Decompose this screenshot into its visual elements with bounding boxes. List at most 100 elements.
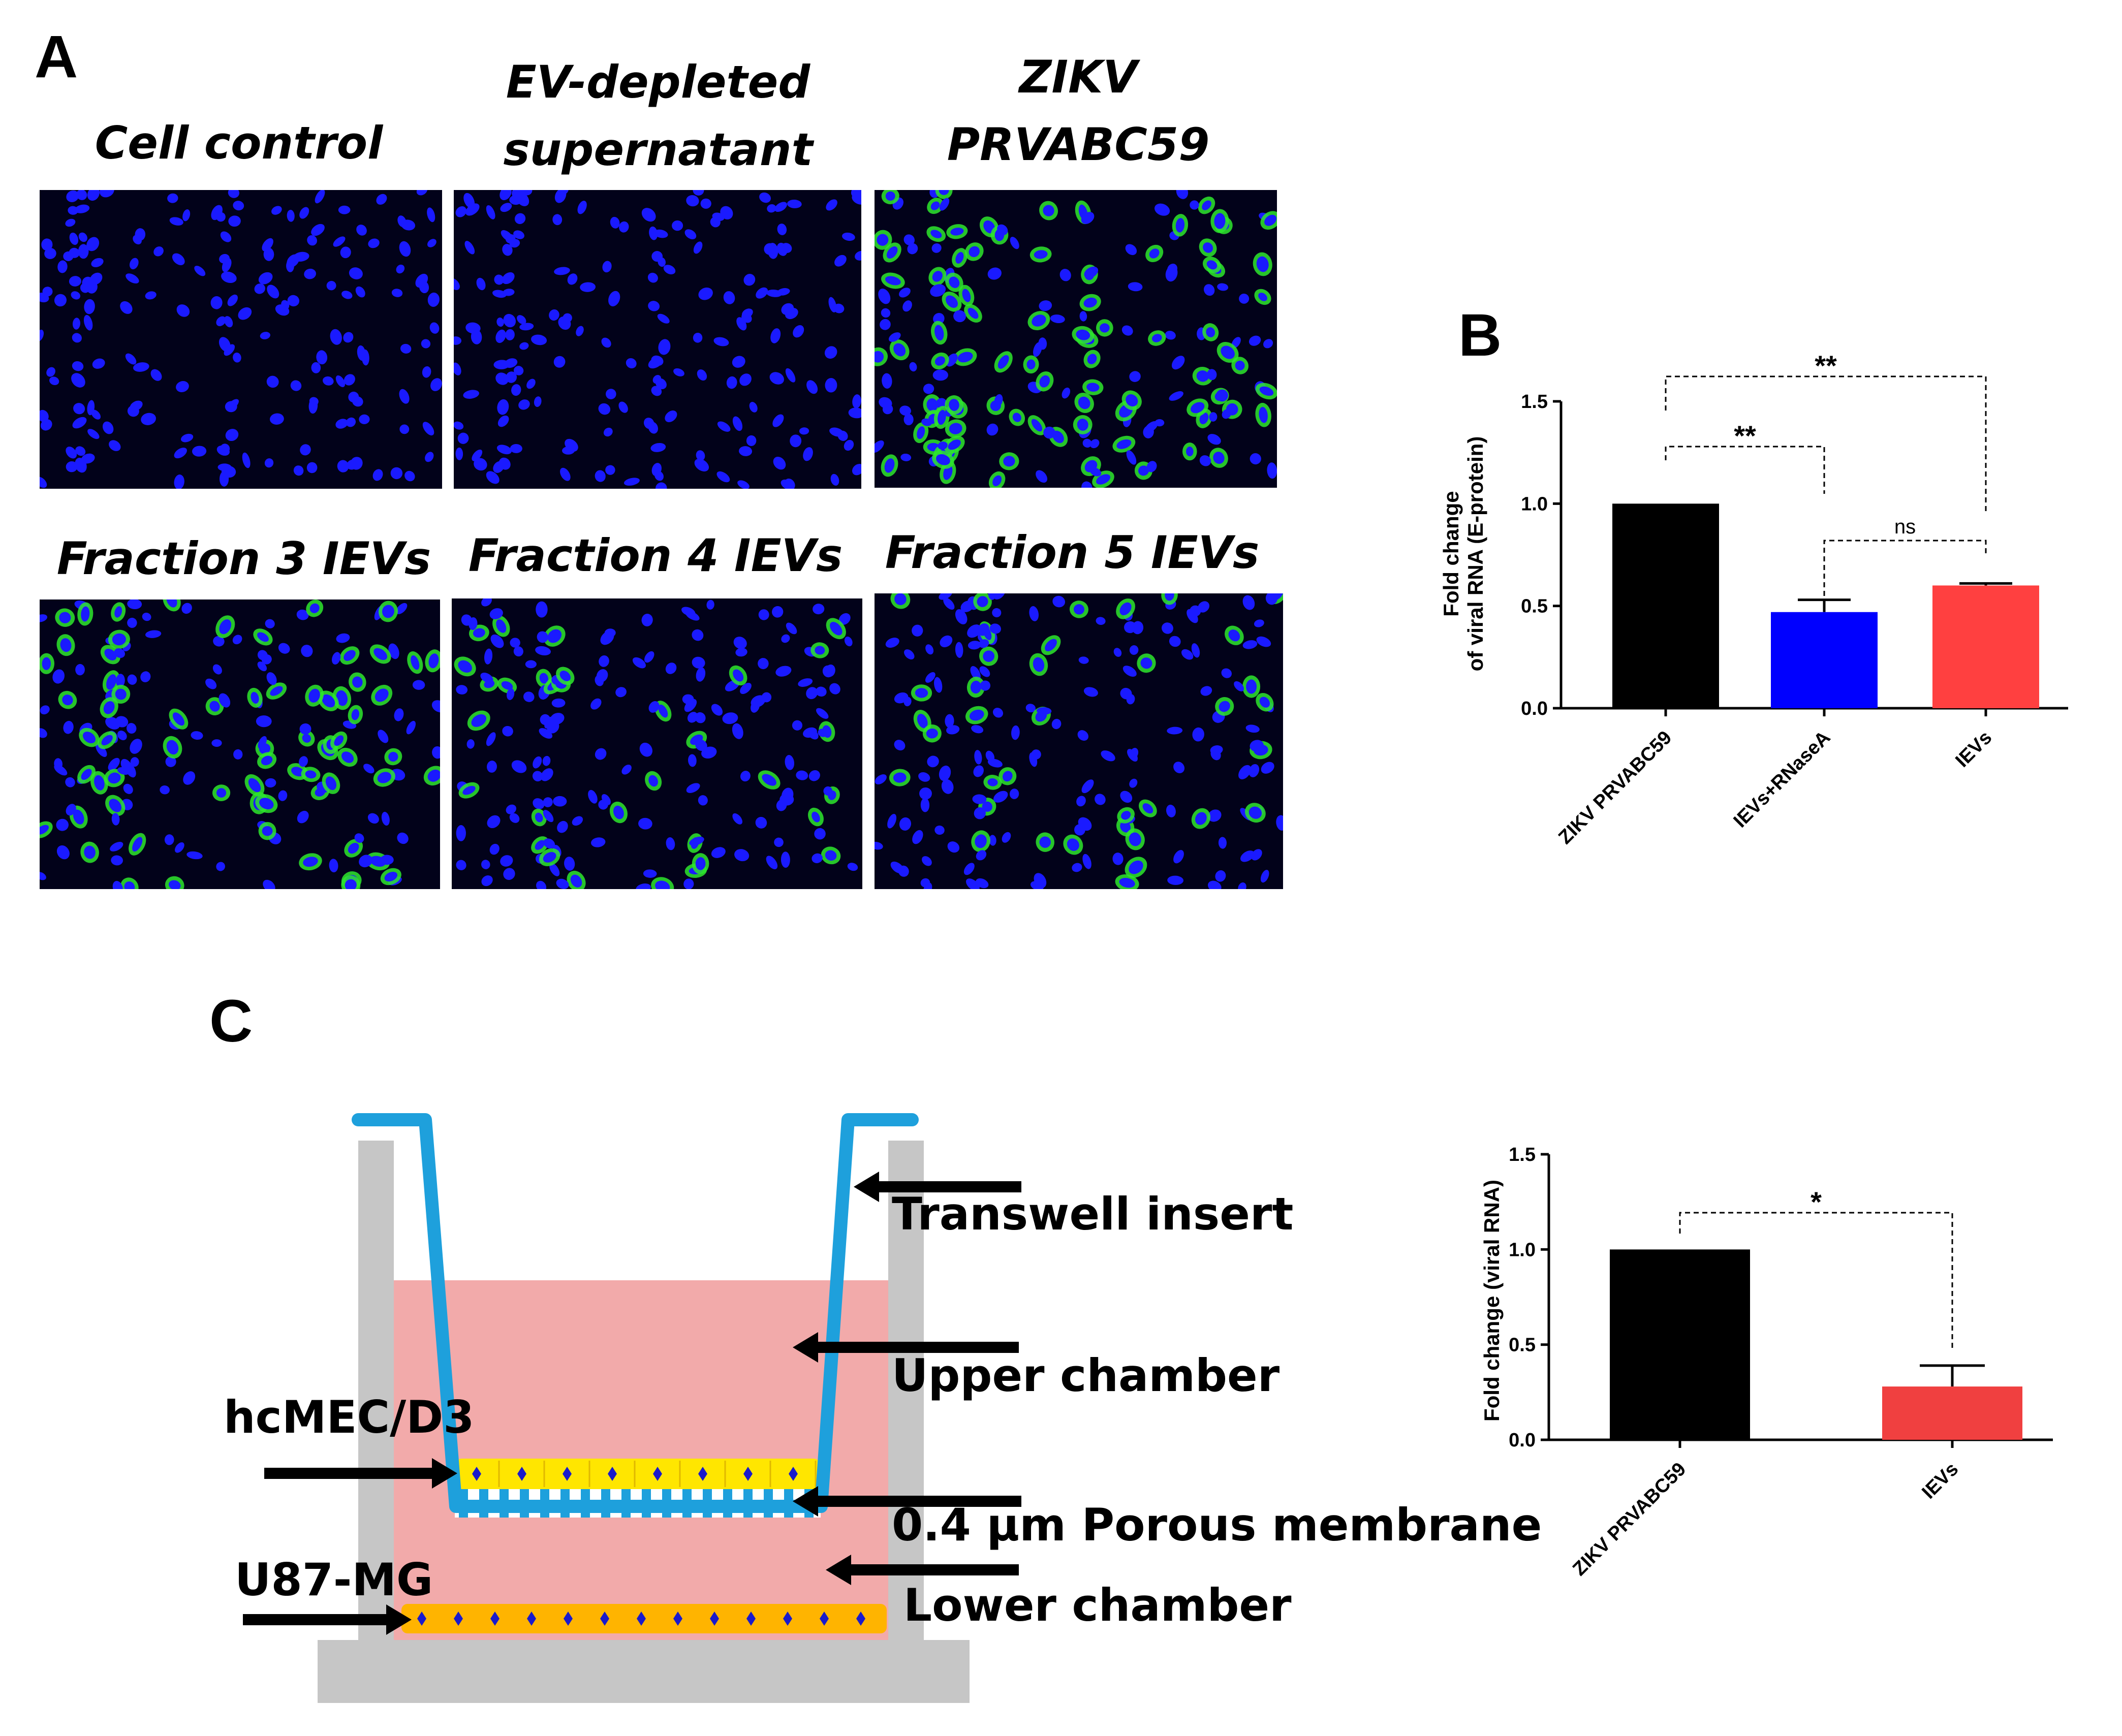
nucleus <box>301 645 313 657</box>
nucleus <box>1059 269 1071 281</box>
nucleus <box>536 601 548 618</box>
nucleus <box>1089 467 1102 477</box>
nucleus <box>469 617 478 630</box>
nucleus <box>238 307 252 320</box>
nucleus <box>1050 314 1065 324</box>
nucleus <box>732 356 745 368</box>
nucleus <box>278 643 290 654</box>
nucleus <box>41 238 53 251</box>
x-tick-label: ZIKV PRVABC59 <box>1554 727 1676 848</box>
nucleus <box>591 837 606 847</box>
nucleus <box>130 400 143 412</box>
nucleus <box>1209 412 1218 422</box>
nucleus <box>899 405 911 416</box>
nucleus <box>259 798 274 810</box>
nucleus <box>934 356 945 366</box>
nucleus <box>209 701 220 712</box>
nucleus <box>1034 250 1048 259</box>
nucleus <box>354 833 364 843</box>
nucleus <box>829 683 840 695</box>
nucleus <box>803 447 813 461</box>
nucleus <box>165 756 176 767</box>
nucleus <box>806 687 818 700</box>
nucleus <box>228 190 239 198</box>
arrow-lower-chamber <box>826 1555 1019 1585</box>
nucleus <box>109 440 121 451</box>
nucleus <box>455 447 463 460</box>
nucleus <box>174 448 187 459</box>
nucleus <box>519 342 529 350</box>
nucleus <box>1198 601 1210 613</box>
hcmec-nuclei <box>472 1461 817 1487</box>
nucleus <box>825 850 837 861</box>
nucleus <box>781 303 794 315</box>
nucleus <box>167 193 178 203</box>
image-title-fraction-4: Fraction 4 IEVs <box>469 529 843 582</box>
nucleus <box>232 635 242 645</box>
nucleus <box>1083 687 1098 697</box>
nucleus <box>903 234 915 245</box>
nucleus <box>1191 643 1200 658</box>
nucleus <box>71 291 81 300</box>
nucleus <box>1043 205 1054 216</box>
nucleus <box>921 418 932 426</box>
y-tick-label: 1.0 <box>1509 1239 1536 1260</box>
nucleus <box>741 312 752 323</box>
nucleus <box>553 356 566 368</box>
nucleus <box>1239 293 1250 304</box>
nucleus <box>75 457 87 473</box>
nucleus <box>665 410 677 422</box>
nucleus <box>400 343 412 354</box>
nucleus <box>739 446 753 456</box>
nucleus <box>233 749 243 760</box>
nucleus <box>296 609 309 620</box>
nucleus <box>378 730 389 743</box>
nucleus <box>1003 456 1015 467</box>
nucleus <box>1256 256 1269 272</box>
nucleus <box>1120 791 1133 803</box>
nucleus <box>844 439 854 451</box>
nucleus <box>471 714 487 727</box>
nucleus <box>69 232 79 245</box>
nucleus <box>265 619 275 628</box>
cell-nucleus <box>417 1612 426 1626</box>
nucleus <box>818 729 827 737</box>
nucleus <box>372 469 383 481</box>
nucleus <box>160 785 170 795</box>
nucleus <box>779 793 794 806</box>
nucleus <box>258 736 267 749</box>
nucleus <box>774 837 784 847</box>
nucleus <box>785 478 795 489</box>
nucleus <box>1130 747 1139 759</box>
nucleus <box>1129 778 1138 788</box>
nucleus <box>1096 474 1111 485</box>
nucleus <box>1031 749 1041 760</box>
nucleus <box>120 759 133 773</box>
nucleus <box>626 358 637 368</box>
nucleus <box>541 768 553 781</box>
nucleus <box>1242 640 1258 649</box>
nucleus <box>595 470 606 482</box>
nucleus <box>145 291 157 300</box>
nucleus <box>992 475 1002 487</box>
nucleus <box>1113 648 1122 657</box>
nucleus <box>547 629 562 643</box>
nucleus <box>825 377 837 393</box>
nucleus <box>559 670 571 681</box>
nucleus <box>979 666 990 677</box>
nucleus <box>220 444 230 454</box>
nucleus <box>785 754 795 770</box>
nucleus <box>917 713 928 729</box>
nucleus <box>656 482 667 489</box>
nucleus <box>535 840 545 850</box>
nucleus <box>145 630 162 638</box>
nucleus <box>132 837 143 852</box>
cell-nucleus <box>673 1612 682 1626</box>
nucleus <box>432 746 440 759</box>
nucleus <box>169 880 181 889</box>
nucleus <box>604 628 616 638</box>
image-title-zikv-line1: ZIKV <box>1018 51 1141 103</box>
nucleus <box>844 636 853 647</box>
nucleus <box>1259 697 1270 708</box>
nucleus <box>109 799 122 812</box>
